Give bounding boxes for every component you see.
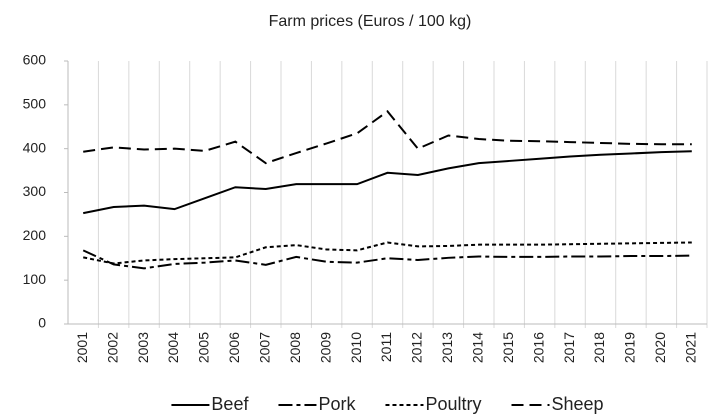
x-tick-label: 2020: [652, 332, 668, 363]
legend-label: Pork: [318, 394, 356, 414]
x-tick-label: 2006: [226, 332, 242, 363]
y-tick-label: 500: [23, 96, 47, 112]
y-tick-label: 100: [23, 271, 47, 287]
series-line: [83, 241, 692, 265]
x-tick-label: 2021: [682, 332, 698, 363]
x-tick-label: 2008: [287, 332, 303, 363]
x-tick-label: 2013: [439, 332, 455, 363]
x-tick-label: 2005: [196, 332, 212, 363]
y-tick-label: 400: [23, 139, 47, 155]
x-tick-label: 2014: [469, 332, 485, 363]
y-tick-label: 600: [23, 52, 47, 68]
x-tick-label: 2017: [561, 332, 577, 363]
x-tick-label: 2002: [104, 332, 120, 363]
legend-label: Beef: [211, 394, 249, 414]
series-line: [83, 150, 692, 215]
x-tick-label: 2011: [378, 332, 394, 362]
x-tick-label: 2010: [348, 332, 364, 363]
legend-label: Sheep: [552, 394, 604, 414]
x-tick-label: 2007: [256, 332, 272, 363]
legend-label: Poultry: [425, 394, 481, 414]
x-tick-label: 2003: [135, 332, 151, 363]
series-line: [83, 110, 692, 165]
y-tick-label: 0: [38, 315, 46, 331]
x-tick-label: 2001: [74, 332, 90, 363]
x-tick-label: 2018: [591, 332, 607, 363]
x-tick-label: 2019: [622, 332, 638, 363]
x-tick-label: 2012: [409, 332, 425, 363]
x-tick-label: 2015: [500, 332, 516, 363]
y-tick-label: 200: [23, 227, 47, 243]
chart-title: Farm prices (Euros / 100 kg): [269, 13, 472, 30]
y-tick-label: 300: [23, 183, 47, 199]
legend: Beef Pork Poultry Sheep: [171, 394, 604, 414]
series-line: [82, 249, 692, 270]
x-tick-label: 2016: [530, 332, 546, 363]
x-tick-label: 2009: [317, 332, 333, 363]
x-tick-label: 2004: [165, 332, 181, 363]
